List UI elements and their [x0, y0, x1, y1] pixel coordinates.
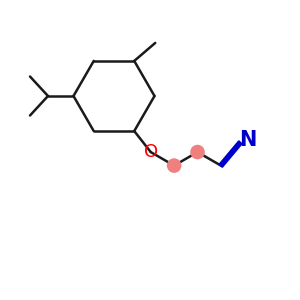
- Text: N: N: [239, 130, 256, 150]
- Text: O: O: [144, 143, 158, 161]
- Circle shape: [191, 146, 204, 159]
- Circle shape: [167, 159, 181, 172]
